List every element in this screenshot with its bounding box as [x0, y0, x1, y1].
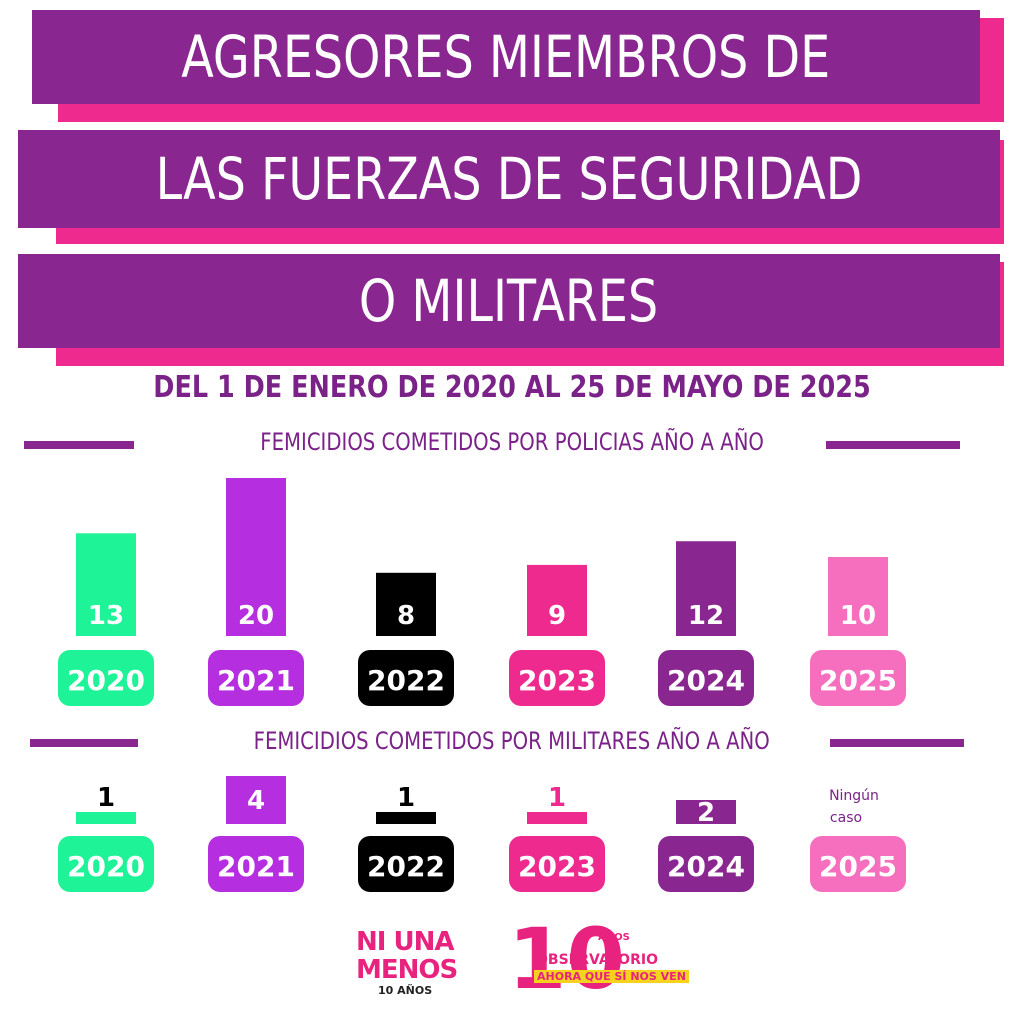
observatorio-name: OBSERVATORIO — [536, 952, 658, 968]
section-2-right-rule — [830, 739, 964, 747]
section-1-right-rule — [826, 441, 960, 449]
section-1-left-rule — [24, 441, 134, 449]
police-year-pill-2022 — [358, 650, 454, 706]
police-year-label-2023: 2023 — [518, 664, 596, 697]
military-year-pill-2021 — [208, 836, 304, 892]
military-chart-title-text: FEMICIDIOS COMETIDOS POR MILITARES AÑO A… — [253, 727, 771, 755]
police-year-pill-2023 — [509, 650, 605, 706]
date-range-text: DEL 1 DE ENERO DE 2020 AL 25 DE MAYO DE … — [153, 370, 871, 405]
police-year-label-2025: 2025 — [819, 664, 897, 697]
police-value-label-2023: 9 — [548, 601, 566, 631]
military-year-label-2025: 2025 — [819, 850, 897, 883]
military-bar-2024 — [676, 800, 736, 824]
observatorio-tagline: AHORA QUE SÍ NOS VEN — [534, 970, 689, 983]
title-line-1: AGRESORES MIEMBROS DE — [181, 23, 831, 91]
police-year-pill-2021 — [208, 650, 304, 706]
police-year-label-2021: 2021 — [217, 664, 295, 697]
police-year-pill-2025 — [810, 650, 906, 706]
title-line-3: O MILITARES — [359, 267, 659, 335]
observatorio-logo: 10 AÑOS OBSERVATORIO AHORA QUE SÍ NOS VE… — [508, 914, 689, 1010]
military-value-label-2025-line2: caso — [830, 810, 862, 826]
observatorio-number: 10 — [508, 910, 625, 1008]
military-year-pill-2024 — [658, 836, 754, 892]
police-chart-title: FEMICIDIOS COMETIDOS POR POLICIAS AÑO A … — [0, 428, 1024, 456]
military-year-label-2024: 2024 — [667, 850, 745, 883]
military-bar-2023 — [527, 812, 587, 824]
title-line-2: LAS FUERZAS DE SEGURIDAD — [155, 145, 863, 213]
military-value-label-2023: 1 — [548, 783, 566, 813]
military-year-pill-2025 — [810, 836, 906, 892]
section-2-left-rule — [30, 739, 138, 747]
military-year-pill-2023 — [509, 836, 605, 892]
military-year-label-2020: 2020 — [67, 850, 145, 883]
military-year-pill-2022 — [358, 836, 454, 892]
police-value-label-2025: 10 — [840, 601, 876, 631]
military-value-label-2025-line1: Ningún — [829, 788, 879, 804]
date-range: DEL 1 DE ENERO DE 2020 AL 25 DE MAYO DE … — [0, 370, 1024, 405]
military-bar-2022 — [376, 812, 436, 824]
police-value-label-2022: 8 — [397, 601, 415, 631]
ni-una-menos-line2: MENOS — [356, 955, 458, 985]
police-year-label-2022: 2022 — [367, 664, 445, 697]
observatorio-anos: AÑOS — [598, 932, 630, 943]
military-chart-title: FEMICIDIOS COMETIDOS POR MILITARES AÑO A… — [0, 727, 1024, 755]
police-value-label-2024: 12 — [688, 601, 724, 631]
police-year-label-2024: 2024 — [667, 664, 745, 697]
police-year-label-2020: 2020 — [67, 664, 145, 697]
ni-una-menos-sub: 10 AÑOS — [378, 984, 433, 997]
military-value-label-2021: 4 — [247, 786, 265, 816]
police-year-pill-2020 — [58, 650, 154, 706]
police-bar-2024 — [676, 541, 736, 636]
police-chart-title-text: FEMICIDIOS COMETIDOS POR POLICIAS AÑO A … — [260, 428, 764, 456]
police-year-pill-2024 — [658, 650, 754, 706]
military-bar-2021 — [226, 776, 286, 824]
ni-una-menos-line1: NI UNA — [356, 927, 454, 957]
police-bar-2021 — [226, 478, 286, 636]
military-value-label-2024: 2 — [697, 798, 715, 828]
military-value-label-2020: 1 — [97, 783, 115, 813]
police-value-label-2021: 20 — [238, 601, 274, 631]
military-year-label-2023: 2023 — [518, 850, 596, 883]
police-bar-2025 — [828, 557, 888, 636]
military-year-label-2021: 2021 — [217, 850, 295, 883]
military-value-label-2022: 1 — [397, 783, 415, 813]
police-value-label-2020: 13 — [88, 601, 124, 631]
police-bar-2023 — [527, 564, 587, 636]
police-bar-2020 — [76, 533, 136, 636]
military-bar-2020 — [76, 812, 136, 824]
military-year-label-2022: 2022 — [367, 850, 445, 883]
military-year-pill-2020 — [58, 836, 154, 892]
police-bar-2022 — [376, 572, 436, 636]
ni-una-menos-logo: NI UNA MENOS 10 AÑOS — [356, 927, 458, 1010]
